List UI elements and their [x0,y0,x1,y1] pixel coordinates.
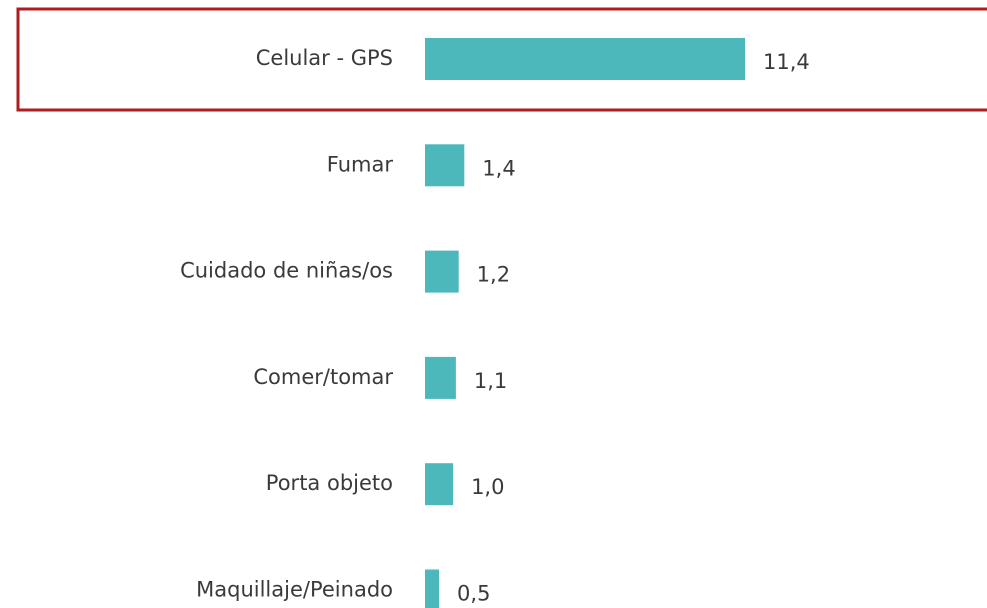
category-label: Comer/tomar [253,365,393,389]
highlight-box [16,7,987,112]
category-label: Cuidado de niñas/os [180,259,393,283]
bar [425,569,440,608]
category-label: Fumar [327,152,394,176]
category-label: Porta objeto [266,471,393,495]
value-label: 1,2 [477,263,510,287]
bar [425,250,459,293]
bar [425,144,465,187]
category-label: Maquillaje/Peinado [196,578,393,602]
value-label: 1,1 [474,369,507,393]
bar [425,356,456,399]
bar [425,463,454,506]
bar [425,38,745,80]
category-label: Celular - GPS [256,46,393,70]
value-label: 1,0 [471,475,504,499]
value-label: 1,4 [482,156,515,180]
value-label: 11,4 [763,50,810,74]
value-label: 0,5 [457,582,490,606]
